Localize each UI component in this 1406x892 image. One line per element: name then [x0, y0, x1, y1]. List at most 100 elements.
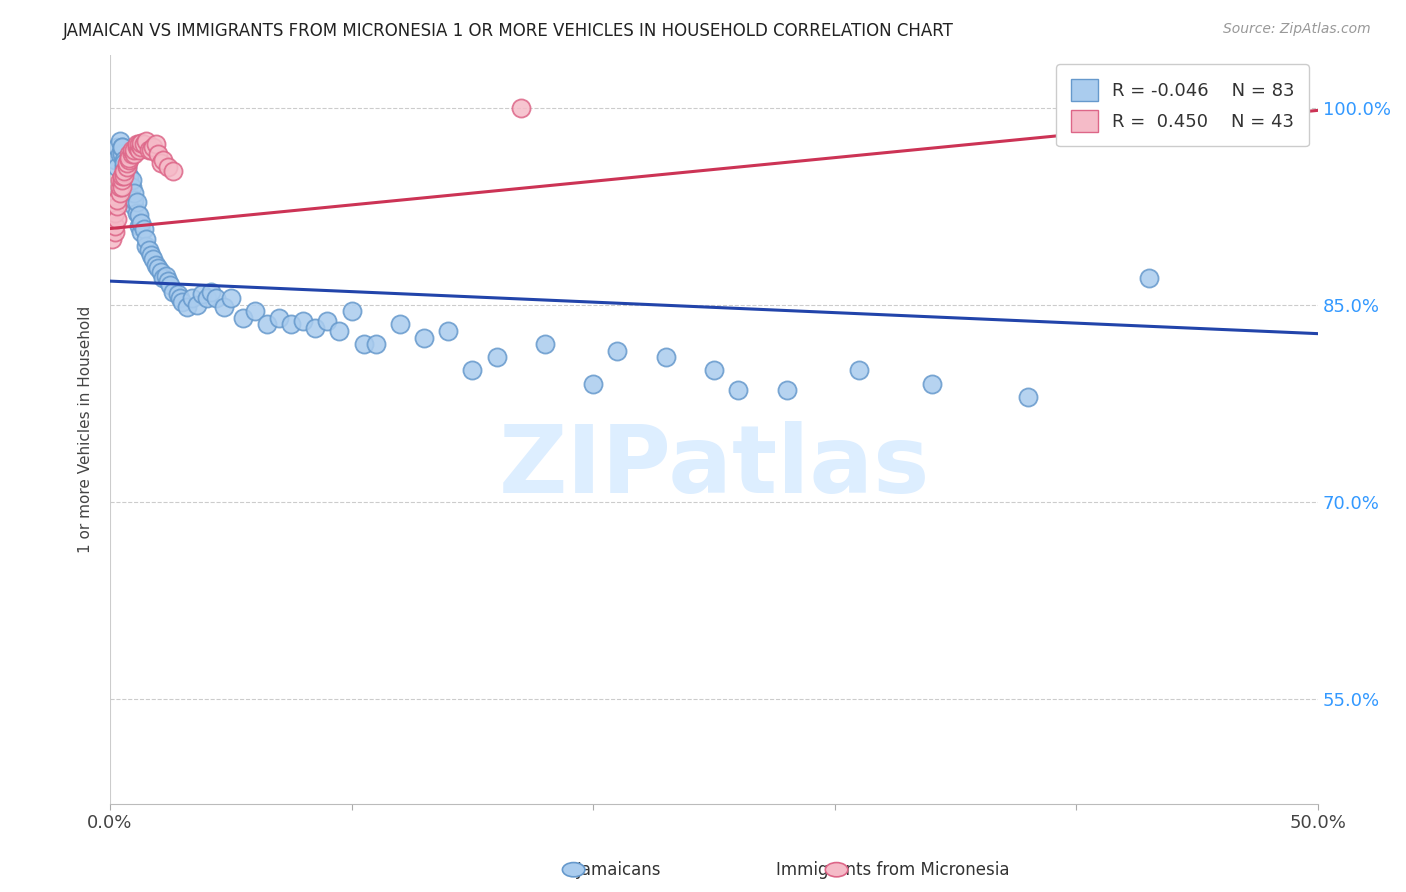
Point: [534, 337, 557, 351]
Point: [101, 232, 124, 246]
Point: [159, 278, 181, 293]
Point: [104, 206, 127, 220]
Point: [104, 153, 127, 168]
Point: [162, 285, 184, 299]
Point: [243, 304, 266, 318]
Point: [108, 134, 131, 148]
Point: [118, 186, 141, 200]
Point: [145, 258, 167, 272]
Point: [176, 301, 198, 315]
Point: [122, 193, 145, 207]
Point: [128, 137, 150, 152]
Point: [848, 363, 870, 377]
Point: [181, 291, 204, 305]
Point: [152, 271, 174, 285]
Point: [461, 363, 484, 377]
Point: [111, 140, 134, 154]
Point: [121, 179, 143, 194]
Point: [921, 376, 943, 391]
Point: [212, 301, 235, 315]
Point: [118, 173, 141, 187]
Point: [148, 260, 170, 275]
Point: [142, 252, 165, 266]
Point: [149, 265, 172, 279]
Point: [139, 143, 162, 157]
Point: [156, 160, 179, 174]
Point: [131, 140, 153, 154]
Point: [280, 318, 302, 332]
Point: [162, 163, 184, 178]
Point: [316, 313, 339, 327]
Point: [340, 304, 363, 318]
Point: [606, 343, 628, 358]
Point: [232, 310, 254, 325]
Point: [1017, 390, 1039, 404]
Point: [121, 173, 143, 187]
Point: [195, 291, 218, 305]
Point: [654, 351, 676, 365]
Point: [152, 153, 174, 168]
Point: [128, 209, 150, 223]
Point: [138, 143, 160, 157]
Text: JAMAICAN VS IMMIGRANTS FROM MICRONESIA 1 OR MORE VEHICLES IN HOUSEHOLD CORRELATI: JAMAICAN VS IMMIGRANTS FROM MICRONESIA 1…: [63, 22, 955, 40]
Point: [125, 137, 148, 152]
Point: [115, 166, 138, 180]
Point: [186, 298, 208, 312]
Point: [256, 318, 278, 332]
Point: [148, 146, 170, 161]
Point: [105, 140, 128, 154]
Point: [169, 291, 191, 305]
Text: Immigrants from Micronesia: Immigrants from Micronesia: [776, 861, 1010, 879]
Point: [775, 383, 797, 397]
Text: ZIPatlas: ZIPatlas: [498, 421, 929, 513]
Point: [105, 193, 128, 207]
Legend: R = -0.046    N = 83, R =  0.450    N = 43: R = -0.046 N = 83, R = 0.450 N = 43: [1056, 64, 1309, 146]
Point: [122, 146, 145, 161]
Point: [135, 134, 157, 148]
Text: Jamaicans: Jamaicans: [576, 861, 661, 879]
Point: [105, 160, 128, 174]
Point: [118, 151, 141, 165]
Point: [727, 383, 749, 397]
Point: [135, 238, 157, 252]
Point: [166, 287, 188, 301]
Point: [111, 173, 134, 187]
Point: [121, 193, 143, 207]
Point: [114, 156, 136, 170]
Point: [156, 274, 179, 288]
Point: [388, 318, 411, 332]
Point: [122, 199, 145, 213]
Point: [190, 287, 212, 301]
Point: [121, 146, 143, 161]
Point: [118, 153, 141, 168]
Point: [149, 156, 172, 170]
Point: [118, 146, 141, 161]
Point: [703, 363, 725, 377]
Point: [131, 136, 153, 150]
Point: [111, 169, 134, 183]
Point: [509, 101, 531, 115]
Point: [131, 216, 153, 230]
Point: [128, 219, 150, 233]
Point: [142, 140, 165, 154]
Point: [122, 186, 145, 200]
Point: [108, 186, 131, 200]
Point: [105, 212, 128, 227]
Point: [205, 291, 228, 305]
Point: [413, 330, 436, 344]
Point: [139, 248, 162, 262]
Point: [111, 179, 134, 194]
Point: [104, 226, 127, 240]
Point: [111, 140, 134, 154]
Point: [114, 163, 136, 178]
Point: [114, 169, 136, 183]
Point: [108, 179, 131, 194]
Point: [267, 310, 290, 325]
Point: [114, 160, 136, 174]
Point: [115, 160, 138, 174]
Point: [138, 243, 160, 257]
Point: [219, 291, 242, 305]
Point: [114, 166, 136, 180]
Point: [122, 143, 145, 157]
Point: [114, 153, 136, 168]
